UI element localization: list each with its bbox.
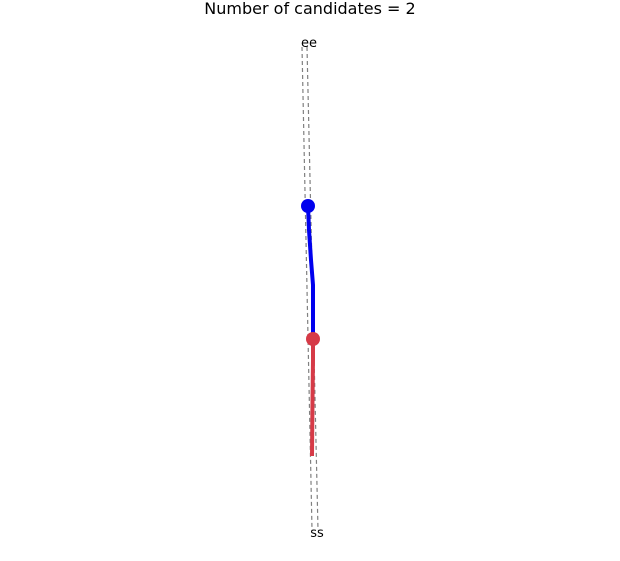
start-pair-label: ss	[310, 526, 324, 541]
blue-marker	[301, 199, 315, 213]
red-marker	[306, 332, 320, 346]
end-pair-label: ee	[301, 36, 317, 51]
figure-title: Number of candidates = 2	[204, 0, 415, 18]
red-path	[310, 339, 315, 457]
blue-path	[306, 205, 315, 339]
